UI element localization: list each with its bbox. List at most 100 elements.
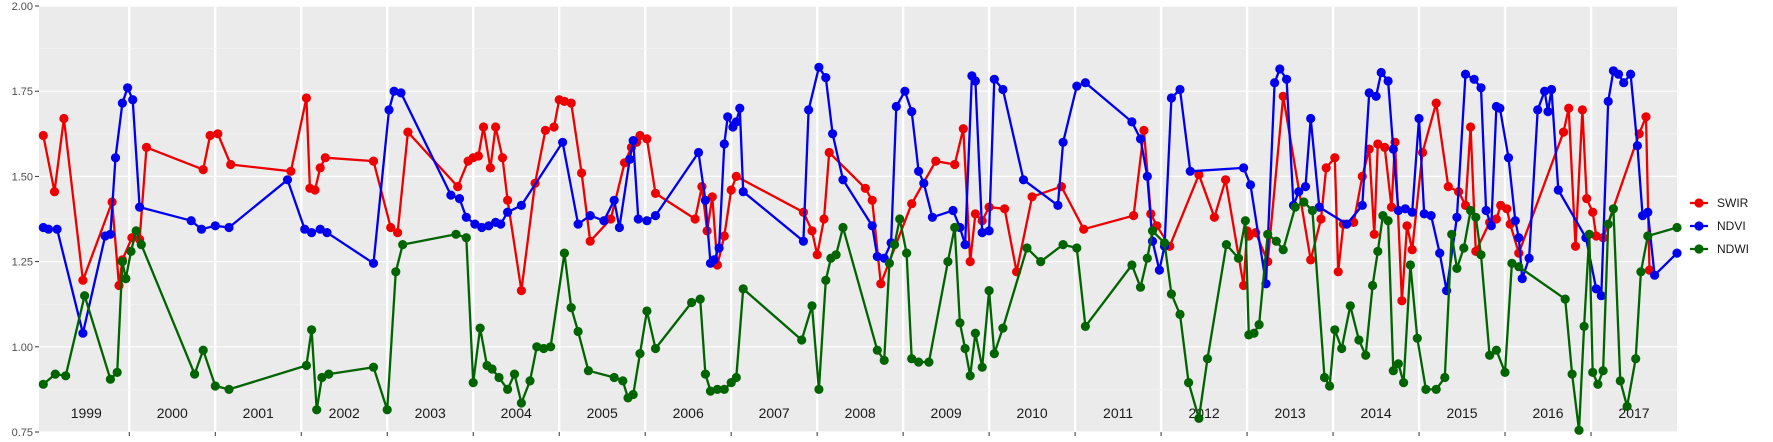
data-point-ndvi (585, 211, 595, 221)
data-point-ndwi (924, 357, 934, 367)
data-point-ndvi (496, 219, 506, 229)
data-point-ndvi (1142, 171, 1152, 181)
data-point-ndwi (539, 343, 549, 354)
data-point-ndvi (609, 195, 619, 205)
data-point-ndvi (368, 258, 379, 268)
data-point-ndwi (121, 274, 131, 284)
data-point-ndvi (1524, 253, 1534, 263)
data-point-ndwi (1476, 250, 1486, 260)
data-point-ndwi (1383, 216, 1393, 226)
year-labels: 1999 2000 2001 2002 2003 2004 2005 2006 2007 2008… (71, 405, 1650, 421)
data-point-ndvi (719, 139, 729, 149)
data-point-swir (958, 124, 968, 134)
data-point-ndvi (927, 212, 938, 222)
data-point-swir (540, 125, 551, 135)
data-point-ndvi (454, 194, 465, 204)
data-point-ndwi (838, 222, 848, 233)
data-point-ndwi (1466, 205, 1476, 216)
data-point-ndwi (1147, 226, 1158, 236)
data-point-swir (491, 122, 501, 132)
year-label: 1999 (71, 405, 102, 421)
data-point-swir (1079, 224, 1089, 234)
data-point-ndwi (914, 357, 924, 367)
data-point-ndvi (105, 229, 115, 239)
data-point-ndvi (867, 221, 877, 231)
data-point-ndwi (398, 240, 408, 250)
data-point-ndwi (1263, 229, 1273, 239)
data-point-ndwi (1072, 243, 1082, 253)
data-point-ndwi (814, 384, 824, 394)
data-point-ndwi (468, 378, 478, 388)
data-point-ndwi (1135, 282, 1146, 292)
data-point-swir (1588, 207, 1598, 217)
data-point-ndvi (828, 129, 838, 139)
data-point-ndwi (1507, 258, 1517, 268)
series-ndwi (38, 197, 1682, 435)
data-point-swir (1239, 280, 1249, 291)
data-point-ndwi (1249, 328, 1259, 338)
data-point-ndvi (1300, 182, 1311, 192)
data-point-ndwi (628, 389, 638, 400)
data-point-ndvi (1650, 270, 1660, 280)
data-point-swir (1369, 229, 1379, 239)
data-point-ndvi (914, 166, 924, 176)
data-point-ndvi (1376, 67, 1386, 78)
data-point-ndwi (1337, 343, 1347, 354)
data-point-ndwi (80, 291, 90, 301)
data-point-swir (1564, 103, 1574, 113)
data-point-ndvi (970, 76, 981, 86)
data-point-swir (1139, 125, 1149, 135)
data-point-ndwi (700, 369, 711, 379)
data-point-ndwi (965, 371, 975, 381)
data-point-ndwi (1299, 197, 1309, 207)
data-point-ndvi (738, 187, 748, 197)
data-point-ndwi (955, 318, 965, 328)
data-point-ndwi (1598, 366, 1608, 376)
data-point-ndvi (1371, 91, 1381, 101)
data-point-swir (286, 166, 296, 176)
data-point-swir (867, 195, 877, 205)
series-ndvi (38, 62, 1682, 338)
data-point-swir (485, 163, 495, 173)
data-point-ndvi (128, 95, 138, 105)
year-label: 2011 (1103, 405, 1133, 421)
year-label: 2008 (845, 405, 876, 421)
y-tick-label: 1.50 (12, 171, 33, 183)
data-point-ndvi (798, 236, 809, 246)
data-point-swir (642, 134, 652, 144)
data-point-ndvi (700, 195, 711, 205)
data-point-ndwi (1405, 260, 1415, 270)
data-point-ndvi (735, 103, 745, 113)
data-point-swir (478, 122, 489, 132)
data-point-swir (49, 187, 60, 197)
data-point-ndvi (135, 202, 145, 212)
year-label: 2007 (759, 405, 790, 421)
data-point-ndwi (1615, 376, 1625, 386)
data-point-ndvi (948, 205, 958, 216)
data-point-ndvi (1294, 187, 1304, 197)
data-point-ndwi (950, 222, 960, 233)
data-point-swir (1278, 91, 1288, 101)
year-label: 2005 (587, 405, 618, 421)
data-point-ndwi (112, 367, 122, 377)
data-point-swir (368, 156, 379, 166)
data-point-ndwi (198, 345, 208, 355)
data-point-ndwi (907, 354, 917, 364)
data-point-ndvi (1383, 76, 1393, 86)
data-point-swir (1431, 98, 1441, 108)
data-point-ndwi (731, 372, 741, 383)
data-point-ndwi (797, 335, 807, 345)
data-point-ndwi (1431, 384, 1441, 394)
data-point-ndwi (642, 306, 652, 316)
data-point-ndvi (516, 200, 527, 210)
legend-item-swir: SWIR (1690, 196, 1749, 210)
data-point-swir (650, 188, 661, 198)
data-point-swir (1417, 147, 1428, 158)
data-point-ndvi (461, 212, 471, 222)
data-point-swir (205, 130, 215, 141)
data-point-ndwi (368, 362, 379, 372)
data-point-ndwi (821, 275, 831, 285)
data-point-ndvi (1643, 207, 1653, 217)
data-point-ndwi (382, 405, 392, 415)
year-label: 2002 (329, 405, 360, 421)
